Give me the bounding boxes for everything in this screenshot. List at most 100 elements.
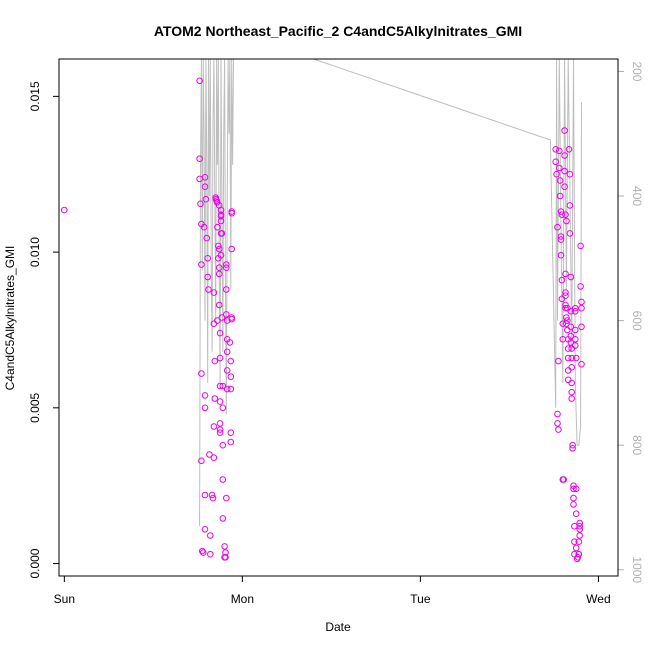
- data-point: [201, 491, 209, 499]
- data-point: [204, 273, 211, 281]
- data-point: [221, 543, 228, 550]
- data-point: [223, 264, 230, 272]
- data-point: [556, 164, 563, 172]
- data-point: [216, 426, 224, 433]
- data-point: [576, 526, 584, 533]
- data-point: [206, 451, 213, 458]
- data-point: [568, 379, 576, 387]
- data-point: [552, 158, 560, 166]
- x-tick-label: Sun: [54, 592, 75, 606]
- data-point: [201, 526, 209, 533]
- data-point: [61, 206, 68, 214]
- data-point: [571, 522, 578, 530]
- y2-tick-label: 800: [630, 435, 644, 455]
- y-tick-label: 0.005: [28, 392, 42, 422]
- data-point: [572, 336, 579, 343]
- data-point: [564, 345, 572, 352]
- data-point: [566, 170, 574, 178]
- data-point: [576, 519, 584, 527]
- data-point: [218, 314, 226, 321]
- data-point: [568, 395, 576, 402]
- data-point: [215, 270, 223, 278]
- data-point: [227, 373, 235, 381]
- data-point: [201, 392, 209, 399]
- data-point: [556, 147, 563, 155]
- data-point: [567, 339, 575, 346]
- data-point: [198, 261, 205, 268]
- data-point: [207, 550, 214, 558]
- data-point: [569, 441, 576, 449]
- data-point: [574, 554, 582, 561]
- data-point: [563, 217, 570, 225]
- data-point: [562, 292, 569, 300]
- data-point: [567, 273, 575, 281]
- x-tick-label: Mon: [231, 592, 254, 606]
- data-point: [227, 429, 235, 437]
- data-point: [207, 532, 214, 539]
- data-point: [227, 357, 235, 365]
- data-point: [557, 236, 565, 243]
- data-point: [205, 286, 212, 293]
- data-point: [560, 476, 568, 483]
- data-point: [215, 245, 223, 253]
- data-point: [199, 549, 207, 556]
- data-point: [567, 332, 575, 340]
- data-point: [215, 264, 223, 272]
- data-point: [578, 304, 585, 312]
- data-point: [567, 323, 575, 331]
- data-point: [221, 554, 228, 561]
- y2-tick-label: 1000: [630, 556, 644, 583]
- data-point: [211, 357, 219, 365]
- data-point: [564, 376, 572, 384]
- data-point: [569, 445, 576, 452]
- data-point: [556, 192, 564, 200]
- data-point: [216, 382, 224, 390]
- data-point: [219, 404, 227, 412]
- data-point: [554, 223, 561, 231]
- data-point: [564, 326, 571, 334]
- data-point: [575, 550, 583, 558]
- data-point: [572, 354, 580, 362]
- data-point: [564, 354, 572, 362]
- data-point: [199, 547, 206, 555]
- data-point: [210, 289, 218, 296]
- data-point: [215, 242, 222, 250]
- data-point: [576, 532, 584, 539]
- plot-layer: Sun Mon Tue Wed 0.000 0.005 0.010 0.015 200 400 60…: [28, 59, 644, 606]
- y2-tick-label: 200: [630, 61, 644, 81]
- data-point: [578, 298, 585, 306]
- data-point: [557, 208, 565, 215]
- data-point: [200, 223, 208, 231]
- data-point: [228, 245, 235, 253]
- plot-frame: [58, 58, 619, 577]
- y2-tick-label: 400: [630, 186, 644, 206]
- data-point: [571, 538, 578, 546]
- data-point: [216, 420, 224, 427]
- data-point: [223, 494, 230, 502]
- data-point: [223, 317, 231, 324]
- data-point: [197, 200, 204, 208]
- data-point: [217, 251, 225, 259]
- data-point: [216, 329, 224, 337]
- y-tick-label: 0.000: [28, 548, 42, 578]
- data-point: [572, 308, 579, 315]
- data-point: [555, 426, 562, 433]
- data-point: [562, 301, 569, 309]
- data-point: [223, 286, 230, 293]
- data-point: [572, 510, 580, 518]
- data-point: [568, 364, 576, 371]
- data-point: [558, 211, 566, 218]
- data-point: [561, 152, 568, 159]
- y-axis-label: C4andC5Alkylnitrates_GMI: [3, 246, 17, 391]
- data-point: [201, 183, 209, 190]
- data-point: [198, 457, 205, 465]
- data-point: [563, 314, 570, 321]
- data-point: [564, 317, 571, 324]
- data-point: [562, 289, 569, 296]
- data-point: [572, 304, 579, 312]
- data-point: [556, 177, 564, 184]
- data-point: [572, 342, 579, 349]
- data-point: [558, 276, 566, 284]
- chart-title: ATOM2 Northeast_Pacific_2 C4andC5Alkylni…: [154, 23, 522, 39]
- data-point: [568, 388, 576, 396]
